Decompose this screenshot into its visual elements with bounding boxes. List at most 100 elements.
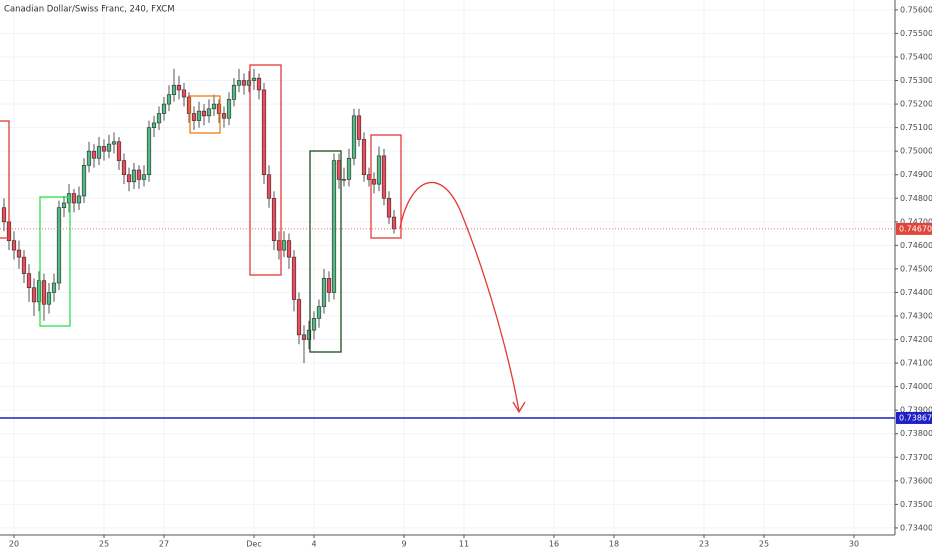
box bbox=[39, 196, 71, 327]
box bbox=[189, 95, 221, 134]
candle-body bbox=[66, 193, 72, 204]
x-tick-label: 25 bbox=[759, 540, 769, 549]
candle-body bbox=[146, 127, 152, 176]
candle-body bbox=[326, 278, 332, 293]
candle-body bbox=[161, 103, 167, 114]
x-tick-label: 25 bbox=[99, 540, 109, 549]
y-tick-label: 0.75500 bbox=[900, 29, 932, 38]
candle-body bbox=[356, 115, 362, 140]
y-tick-label: 0.74800 bbox=[900, 194, 932, 203]
candle-body bbox=[56, 207, 62, 284]
last-price-box bbox=[896, 222, 932, 235]
candle-body bbox=[186, 96, 192, 114]
candle-body bbox=[71, 193, 77, 204]
y-tick-label: 0.75300 bbox=[900, 76, 932, 85]
y-tick-label: 0.74300 bbox=[900, 312, 932, 321]
candle-body bbox=[311, 318, 317, 331]
x-tick-label: Dec bbox=[246, 540, 261, 549]
candle-body bbox=[121, 160, 127, 176]
candle-body bbox=[76, 195, 82, 204]
y-tick-label: 0.74500 bbox=[900, 264, 932, 273]
axes: 0.73400 0.73500 0.73600 0.73700 0.73800 0.739… bbox=[0, 5, 932, 549]
y-tick-label: 0.74200 bbox=[900, 335, 932, 344]
y-tick-label: 0.73700 bbox=[900, 453, 932, 462]
candle-body bbox=[291, 256, 297, 300]
candle-body bbox=[261, 89, 267, 176]
last-price-label: 0.74670 bbox=[899, 224, 932, 233]
candle-body bbox=[31, 287, 37, 303]
y-tick-label: 0.75400 bbox=[900, 52, 932, 61]
x-tick-label: 27 bbox=[159, 540, 169, 549]
candle-body bbox=[316, 306, 322, 319]
candle-body bbox=[166, 94, 172, 105]
candle-body bbox=[391, 216, 397, 230]
candle-body bbox=[216, 103, 222, 114]
candle-body bbox=[386, 197, 392, 218]
x-tick-label: 23 bbox=[699, 540, 709, 549]
candle-body bbox=[136, 169, 142, 180]
candle-body bbox=[141, 174, 147, 180]
candle-body bbox=[241, 80, 247, 86]
candle-body bbox=[246, 80, 252, 86]
horizontal-line-box bbox=[896, 411, 932, 424]
candle-body bbox=[211, 103, 217, 110]
y-tick-label: 0.73600 bbox=[900, 476, 932, 485]
y-tick-label: 0.74700 bbox=[900, 217, 932, 226]
candle-body bbox=[61, 202, 67, 208]
x-tick-label: 4 bbox=[311, 540, 316, 549]
candle-body bbox=[256, 77, 262, 91]
candle-body bbox=[101, 146, 107, 152]
candle-body bbox=[26, 273, 32, 289]
box bbox=[0, 120, 10, 239]
candle-body bbox=[306, 329, 312, 340]
candle-body bbox=[381, 155, 387, 199]
x-tick-label: 20 bbox=[9, 540, 19, 549]
y-tick-label: 0.74000 bbox=[900, 382, 932, 391]
candle-body bbox=[176, 84, 182, 91]
arrow bbox=[399, 181, 520, 412]
candle-body bbox=[156, 113, 162, 124]
candle-body bbox=[296, 299, 302, 336]
candle-body bbox=[346, 157, 352, 180]
y-tick-label: 0.74400 bbox=[900, 288, 932, 297]
candle-body bbox=[196, 110, 202, 121]
y-tick-label: 0.74100 bbox=[900, 359, 932, 368]
candle-body bbox=[106, 143, 112, 152]
candle-body bbox=[91, 150, 97, 159]
box bbox=[370, 134, 402, 239]
candle-body bbox=[251, 77, 257, 81]
candle-body bbox=[16, 249, 22, 258]
x-tick-label: 30 bbox=[849, 540, 859, 549]
candle-body bbox=[11, 240, 17, 251]
candle-body bbox=[116, 141, 122, 161]
candle-body bbox=[181, 89, 187, 98]
y-tick-label: 0.73800 bbox=[900, 429, 932, 438]
y-tick-label: 0.75600 bbox=[900, 5, 932, 14]
candle-body bbox=[226, 99, 232, 119]
y-tick-label: 0.74600 bbox=[900, 241, 932, 250]
candle-body bbox=[221, 113, 227, 119]
candle-body bbox=[36, 280, 42, 303]
box bbox=[249, 64, 282, 276]
candle-body bbox=[361, 139, 367, 176]
y-tick-label: 0.75100 bbox=[900, 123, 932, 132]
candle-body bbox=[126, 174, 132, 183]
candles bbox=[1, 68, 397, 364]
candle-body bbox=[266, 174, 272, 199]
candle-body bbox=[341, 179, 347, 181]
candle-body bbox=[376, 155, 382, 185]
drawings bbox=[0, 64, 526, 414]
candle-body bbox=[281, 240, 287, 251]
candle-body bbox=[46, 292, 52, 305]
candle-body bbox=[41, 280, 47, 305]
candle-body bbox=[301, 334, 307, 340]
y-tick-label: 0.75200 bbox=[900, 100, 932, 109]
candle-body bbox=[236, 80, 242, 86]
candle-body bbox=[1, 207, 7, 223]
candle-body bbox=[286, 240, 292, 258]
candle-body bbox=[51, 282, 57, 293]
grid bbox=[0, 0, 895, 535]
candle-body bbox=[201, 110, 207, 117]
